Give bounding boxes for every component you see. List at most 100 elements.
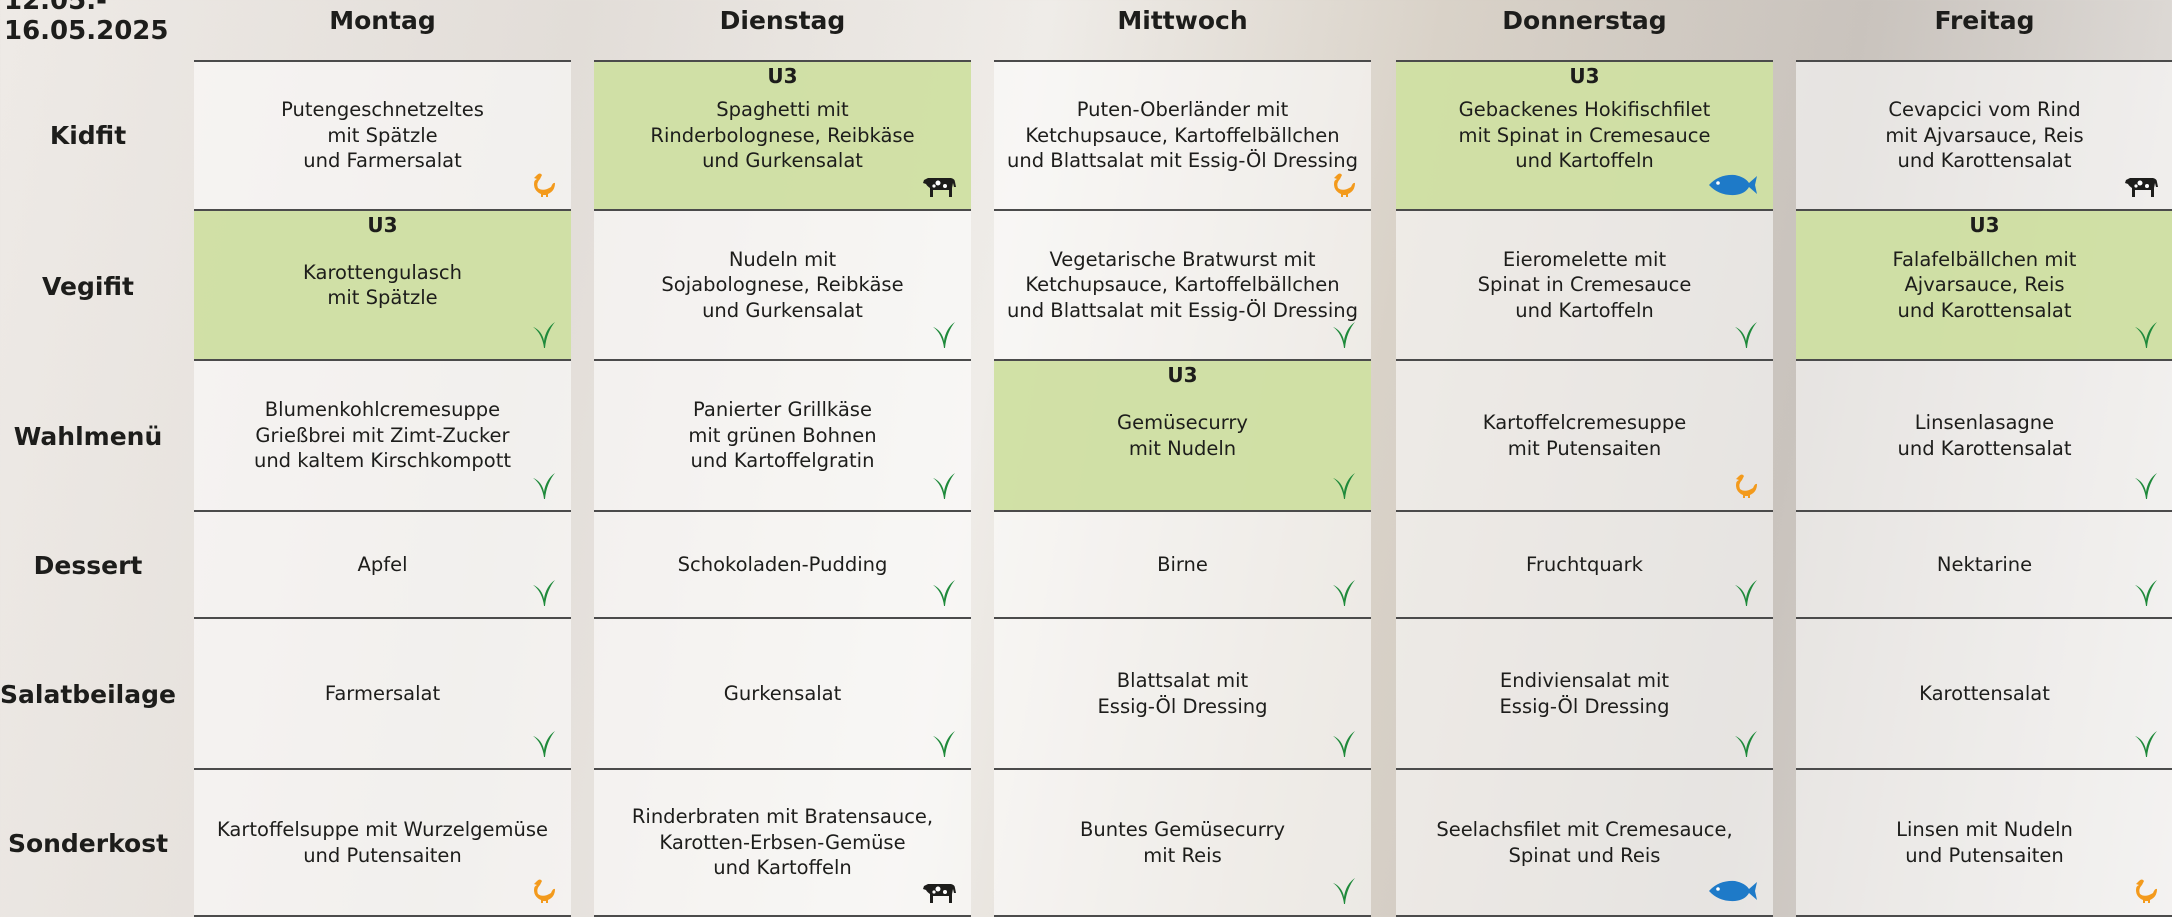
diet-icon	[2123, 173, 2159, 203]
dish-line: mit Spinat in Cremesauce	[1459, 123, 1711, 149]
diet-icon	[1707, 171, 1759, 203]
diet-icon	[1331, 171, 1357, 203]
day-header: Montag	[194, 6, 571, 42]
dish-line: Gurkensalat	[724, 681, 842, 707]
menu-cell: Nektarine	[1796, 512, 2172, 619]
diet-icon	[1331, 472, 1357, 504]
icon-graphic	[931, 579, 957, 607]
icon-graphic	[921, 879, 957, 905]
dish-text: Gurkensalat	[714, 681, 852, 707]
dish-line: Spinat in Cremesauce	[1478, 272, 1692, 298]
dish-line: Fruchtquark	[1526, 552, 1643, 578]
icon-graphic	[1707, 171, 1759, 199]
u3-badge: U3	[594, 64, 971, 88]
icon-graphic	[931, 472, 957, 500]
u3-badge: U3	[1796, 213, 2172, 237]
diet-icon	[531, 321, 557, 353]
dish-line: Spinat und Reis	[1436, 843, 1732, 869]
dish-line: mit Ajvarsauce, Reis	[1885, 123, 2083, 149]
page: Speiseplan html, body { margin: 0; paddi…	[0, 0, 2172, 917]
menu-cell: Schokoladen-Pudding	[594, 512, 971, 619]
menu-cell: Farmersalat	[194, 619, 571, 770]
dish-line: Karotten-Erbsen-Gemüse	[632, 830, 933, 856]
icon-graphic	[531, 472, 557, 500]
dish-text: Apfel	[348, 552, 418, 578]
dish-line: und Kartoffeln	[1478, 298, 1692, 324]
dish-line: Ketchupsauce, Kartoffelbällchen	[1007, 272, 1358, 298]
diet-icon	[531, 171, 557, 203]
menu-cell: Seelachsfilet mit Cremesauce,Spinat und …	[1396, 770, 1773, 917]
diet-icon	[921, 173, 957, 203]
diet-icon	[1707, 877, 1759, 909]
row-label: Dessert	[0, 512, 176, 619]
icon-graphic	[531, 877, 557, 905]
dish-line: Ketchupsauce, Kartoffelbällchen	[1007, 123, 1358, 149]
diet-icon	[2133, 321, 2159, 353]
dish-text: Schokoladen-Pudding	[668, 552, 898, 578]
diet-icon	[1331, 877, 1357, 909]
dish-line: Cevapcici vom Rind	[1885, 97, 2083, 123]
dish-line: Ajvarsauce, Reis	[1893, 272, 2077, 298]
dish-line: und Karottensalat	[1893, 298, 2077, 324]
u3-badge: U3	[994, 363, 1371, 387]
row-label: Sonderkost	[0, 770, 176, 917]
icon-graphic	[531, 579, 557, 607]
dish-line: Putengeschnetzeltes	[281, 97, 484, 123]
dish-line: mit Putensaiten	[1483, 436, 1686, 462]
row-label: Kidfit	[0, 60, 176, 211]
icon-graphic	[1707, 877, 1759, 905]
diet-icon	[931, 472, 957, 504]
diet-icon	[1331, 579, 1357, 611]
day-header: Dienstag	[594, 6, 971, 42]
dish-line: Karottensalat	[1919, 681, 2050, 707]
dish-line: Falafelbällchen mit	[1893, 247, 2077, 273]
icon-graphic	[2123, 173, 2159, 199]
diet-icon	[1733, 730, 1759, 762]
dish-line: und Blattsalat mit Essig-Öl Dressing	[1007, 298, 1358, 324]
diet-icon	[931, 321, 957, 353]
diet-icon	[1733, 472, 1759, 504]
icon-graphic	[1733, 321, 1759, 349]
week-date: 12.05.-16.05.2025	[4, 0, 168, 46]
diet-icon	[2133, 472, 2159, 504]
dish-line: Birne	[1157, 552, 1208, 578]
dish-line: Essig-Öl Dressing	[1097, 694, 1267, 720]
dish-line: mit Spätzle	[303, 285, 462, 311]
icon-graphic	[2133, 579, 2159, 607]
dish-line: Nektarine	[1937, 552, 2032, 578]
icon-graphic	[1331, 579, 1357, 607]
dish-line: Puten-Oberländer mit	[1007, 97, 1358, 123]
icon-graphic	[2133, 730, 2159, 758]
menu-cell: Fruchtquark	[1396, 512, 1773, 619]
dish-line: Gemüsecurry	[1117, 410, 1248, 436]
icon-graphic	[2133, 321, 2159, 349]
row-label: Salatbeilage	[0, 619, 176, 770]
icon-graphic	[931, 321, 957, 349]
icon-graphic	[2133, 472, 2159, 500]
menu-cell: Karottensalat	[1796, 619, 2172, 770]
dish-line: Karottengulasch	[303, 260, 462, 286]
dish-line: und kaltem Kirschkompott	[254, 448, 511, 474]
dish-line: Apfel	[358, 552, 408, 578]
dish-line: Seelachsfilet mit Cremesauce,	[1436, 817, 1732, 843]
dish-line: und Gurkensalat	[650, 148, 914, 174]
dish-line: Rinderbolognese, Reibkäse	[650, 123, 914, 149]
